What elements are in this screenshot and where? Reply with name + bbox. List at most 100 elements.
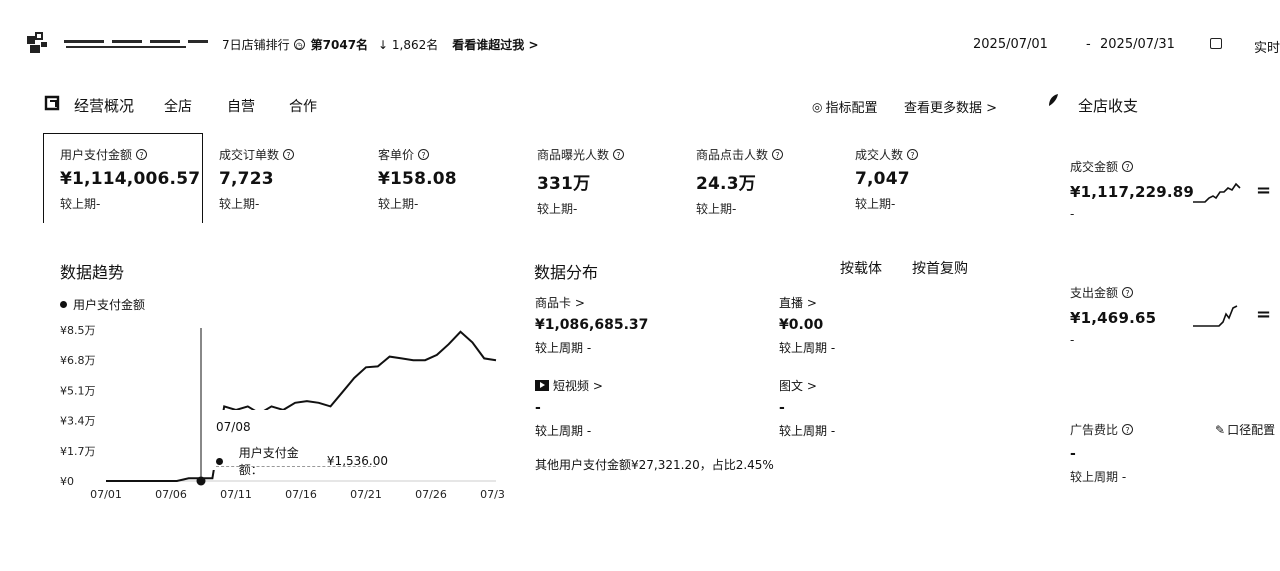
metric-value: 7,047 — [855, 169, 910, 189]
shop-logo — [26, 32, 48, 54]
metric-value: 7,723 — [219, 169, 274, 189]
metric-value: 24.3万 — [696, 174, 756, 194]
help-icon[interactable]: ? — [772, 149, 784, 160]
help-icon[interactable]: ? — [1122, 424, 1134, 435]
tooltip-dot-icon — [216, 457, 223, 465]
metric-compare: 较上期- — [378, 197, 419, 211]
dist-label[interactable]: 图文 > — [779, 379, 817, 393]
tab-by-carrier[interactable]: 按载体 — [840, 261, 882, 277]
metric-card-orders[interactable]: 成交订单数? 7,723 较上期- — [219, 146, 369, 212]
tab-all-store[interactable]: 全店 — [164, 99, 192, 115]
y-tick-label: ¥8.5万 — [60, 324, 96, 337]
ad-ratio-compare: 较上周期 - — [1070, 470, 1127, 484]
more-data-link[interactable]: 查看更多数据 > — [904, 101, 998, 116]
metric-label: 成交人数 — [855, 148, 904, 162]
tooltip-divider — [216, 466, 376, 467]
overview-title: 经营概况 — [74, 97, 135, 115]
overview-icon — [44, 95, 60, 111]
metric-card-pay-amount[interactable]: 用户支付金额? ¥1,114,006.57 较上期- — [60, 146, 210, 212]
help-icon[interactable]: ? — [283, 149, 295, 160]
income-card-expense[interactable]: 支出金额? ¥1,469.65 - — [1070, 284, 1270, 347]
metric-value: ¥158.08 — [378, 169, 457, 189]
y-tick-label: ¥0 — [60, 475, 74, 488]
hover-point — [196, 476, 206, 486]
video-icon — [535, 380, 549, 391]
dist-label[interactable]: 直播 > — [779, 296, 817, 310]
distribution-footer: 其他用户支付金额¥27,321.20，占比2.45% — [535, 458, 774, 472]
metric-card-clicks[interactable]: 商品点击人数? 24.3万 较上期- — [696, 146, 846, 217]
x-tick-label: 07/16 — [285, 488, 317, 501]
trend-chart[interactable]: ¥8.5万 ¥6.8万 ¥5.1万 ¥3.4万 ¥1.7万 ¥0 07/01 07/06 07/… — [56, 318, 506, 508]
metric-compare: 较上期- — [855, 197, 896, 211]
expense-equal-icon: = — [1256, 304, 1272, 325]
date-separator: - — [1086, 37, 1091, 52]
dist-item-short-video[interactable]: 短视频 > - 较上周期 - — [535, 377, 755, 439]
rank-value: 第7047名 — [310, 38, 369, 52]
rank-change: ↓ 1,862名 — [378, 38, 439, 52]
income-label: 成交金额 — [1070, 160, 1119, 174]
tooltip-label: 用户支付金额： — [238, 446, 299, 477]
rank-link[interactable]: 看看谁超过我 > — [452, 38, 539, 52]
metric-compare: 较上期- — [219, 197, 260, 211]
chart-tooltip: 07/08 用户支付金额： ¥1,536.00 — [208, 410, 388, 477]
tab-by-repurchase[interactable]: 按首复购 — [912, 261, 968, 277]
metric-card-buyers[interactable]: 成交人数? 7,047 较上期- — [855, 146, 1005, 212]
deal-sparkline — [1193, 182, 1241, 203]
tab-self-operated[interactable]: 自营 — [227, 99, 255, 115]
help-icon[interactable]: ? — [613, 149, 625, 160]
trend-legend[interactable]: 用户支付金额 — [73, 298, 146, 312]
metric-label: 用户支付金额 — [60, 148, 133, 162]
tab-cooperation[interactable]: 合作 — [289, 99, 317, 115]
ad-ratio-value: - — [1070, 446, 1076, 462]
metric-label: 商品点击人数 — [696, 148, 769, 162]
shop-name-redacted — [64, 38, 214, 50]
caliber-config-link[interactable]: 口径配置 — [1227, 423, 1276, 437]
metric-value: ¥1,114,006.57 — [60, 169, 201, 189]
clock-icon: ◷ — [293, 39, 305, 50]
income-compare: - — [1070, 333, 1075, 347]
income-label: 支出金额 — [1070, 286, 1119, 300]
distribution-title: 数据分布 — [534, 263, 599, 282]
dist-value: - — [535, 400, 541, 416]
calendar-icon[interactable] — [1210, 38, 1222, 49]
help-icon[interactable]: ? — [907, 149, 919, 160]
help-icon[interactable]: ? — [136, 149, 148, 160]
help-icon[interactable]: ? — [418, 149, 430, 160]
income-compare: - — [1070, 207, 1075, 221]
dist-value: - — [779, 400, 785, 416]
trend-title: 数据趋势 — [60, 263, 125, 282]
income-value: ¥1,117,229.89 — [1070, 183, 1195, 201]
x-tick-label: 07/01 — [90, 488, 122, 501]
dist-label[interactable]: 商品卡 > — [535, 296, 585, 310]
dist-label[interactable]: 短视频 > — [553, 379, 603, 393]
settings-icon[interactable]: ◎ — [812, 99, 823, 114]
dist-compare: 较上周期 - — [535, 424, 592, 438]
income-card-deal[interactable]: 成交金额? ¥1,117,229.89 - — [1070, 158, 1270, 221]
metric-label: 成交订单数 — [219, 148, 280, 162]
metric-card-avg-price[interactable]: 客单价? ¥158.08 较上期- — [378, 146, 528, 212]
x-tick-label: 07/26 — [415, 488, 447, 501]
y-tick-label: ¥1.7万 — [60, 445, 96, 458]
date-start[interactable]: 2025/07/01 — [973, 37, 1048, 52]
help-icon[interactable]: ? — [1122, 287, 1134, 298]
metric-compare: 较上期- — [696, 202, 737, 216]
edit-icon[interactable]: ✎ — [1215, 422, 1226, 437]
date-end[interactable]: 2025/07/31 — [1100, 37, 1175, 52]
dist-compare: 较上周期 - — [779, 424, 836, 438]
metric-value: 331万 — [537, 174, 591, 194]
series-line — [106, 330, 497, 482]
deal-equal-icon: = — [1256, 180, 1272, 201]
metric-card-selected[interactable] — [43, 133, 203, 223]
metric-config-link[interactable]: 指标配置 — [825, 101, 878, 116]
realtime-link[interactable]: 实时 — [1254, 41, 1280, 56]
metric-card-exposure[interactable]: 商品曝光人数? 331万 较上期- — [537, 146, 687, 217]
rank-label: 7日店铺排行 — [222, 38, 290, 52]
help-icon[interactable]: ? — [1122, 161, 1134, 172]
income-icon — [1046, 92, 1060, 108]
dist-item-live[interactable]: 直播 > ¥0.00 较上周期 - — [779, 294, 979, 356]
tooltip-value: ¥1,536.00 — [326, 454, 388, 468]
x-tick-label: 07/31 — [480, 488, 506, 501]
dist-item-product-card[interactable]: 商品卡 > ¥1,086,685.37 较上周期 - — [535, 294, 755, 356]
metric-compare: 较上期- — [60, 197, 101, 211]
dist-item-image-text[interactable]: 图文 > - 较上周期 - — [779, 377, 979, 439]
